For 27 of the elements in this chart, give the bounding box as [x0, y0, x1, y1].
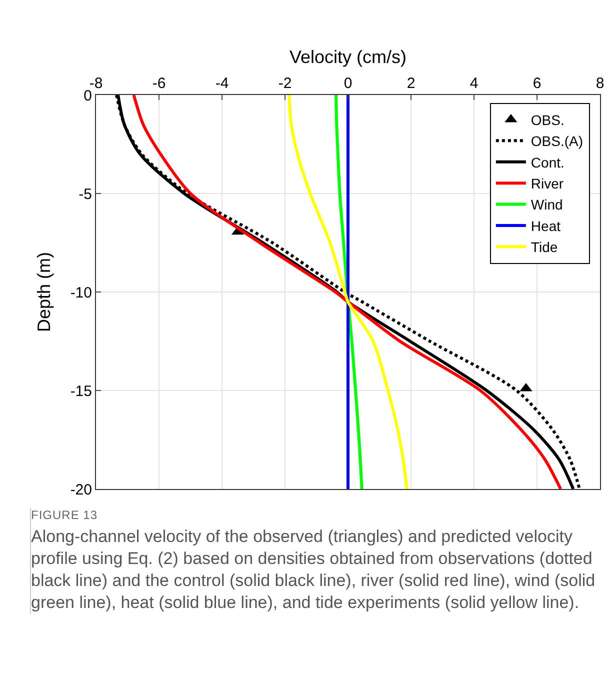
- x-tick-label: 0: [344, 75, 352, 92]
- x-tick-label: -2: [278, 75, 292, 92]
- line-series: [334, 95, 364, 489]
- y-tick-label: -5: [78, 186, 92, 203]
- legend-label: Tide: [530, 239, 558, 256]
- line-series: [288, 95, 408, 489]
- y-axis-title: Depth (m): [34, 252, 54, 332]
- text: Along-channel velocity of the observed (triangles) and predicted velocity profile using Eq. (2) based on densities obtained from observations (dotted black line) and the control (solid black line), river (solid red line), wind (solid green line), heat (solid blue line), and tide experiments (solid yellow line).: [31, 526, 596, 614]
- x-tick-label: 4: [470, 75, 478, 92]
- legend-label: Heat: [530, 218, 561, 234]
- y-tick-label: -20: [70, 481, 92, 498]
- x-tick-label: -6: [152, 75, 166, 92]
- legend-label: Wind: [530, 196, 563, 213]
- x-axis-title: Velocity (cm/s): [289, 47, 407, 68]
- x-tick-label: 2: [406, 75, 416, 92]
- legend-label: Cont.: [530, 154, 564, 170]
- x-tick-label: 8: [596, 75, 604, 92]
- legend-label: OBS.(A): [530, 133, 584, 150]
- x-tick-label: -8: [89, 75, 103, 92]
- legend-label: River: [530, 176, 564, 192]
- x-tick-label: 6: [532, 75, 542, 92]
- caption: FIGURE 13: [31, 508, 99, 522]
- y-tick-label: -10: [70, 284, 92, 302]
- y-tick-label: -15: [70, 382, 92, 400]
- y-tick-label: 0: [84, 87, 92, 104]
- legend-label: OBS.: [530, 112, 564, 128]
- x-tick-label: -4: [215, 75, 229, 92]
